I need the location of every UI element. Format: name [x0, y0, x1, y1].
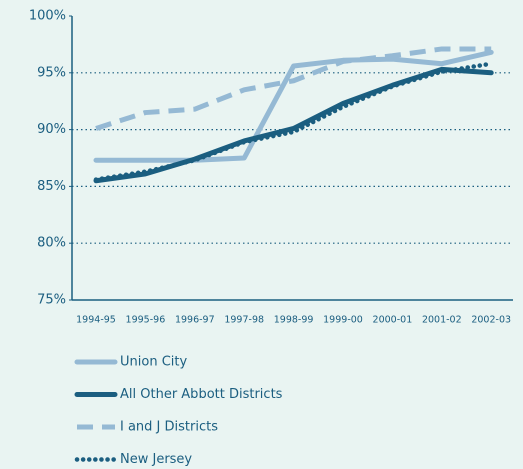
legend-label: All Other Abbott Districts	[120, 387, 283, 402]
x-tick-label: 2001-02	[422, 315, 462, 326]
series-line	[93, 49, 494, 163]
y-tick-label: 100%	[29, 9, 66, 24]
y-tick-label: 75%	[37, 293, 66, 308]
x-tick-label: 2000-01	[373, 315, 413, 326]
y-tick-label: 90%	[37, 122, 66, 137]
x-tick-label: 1994-95	[76, 315, 116, 326]
legend-label: I and J Districts	[120, 420, 218, 435]
x-tick-label: 1996-97	[175, 315, 215, 326]
legend-label: Union City	[120, 355, 187, 370]
x-tick-label: 1997-98	[224, 315, 264, 326]
x-tick-label: 1999-00	[323, 315, 363, 326]
y-tick-label: 95%	[37, 65, 66, 80]
y-tick-label: 80%	[37, 236, 66, 251]
series-line	[93, 61, 494, 182]
x-tick-label: 1995-96	[126, 315, 166, 326]
x-tick-label: 1998-99	[274, 315, 314, 326]
legend-label: New Jersey	[120, 452, 192, 467]
series-line	[93, 66, 494, 184]
x-tick-label: 2002-03	[471, 315, 511, 326]
y-tick-label: 85%	[37, 179, 66, 194]
series-line	[95, 46, 492, 131]
